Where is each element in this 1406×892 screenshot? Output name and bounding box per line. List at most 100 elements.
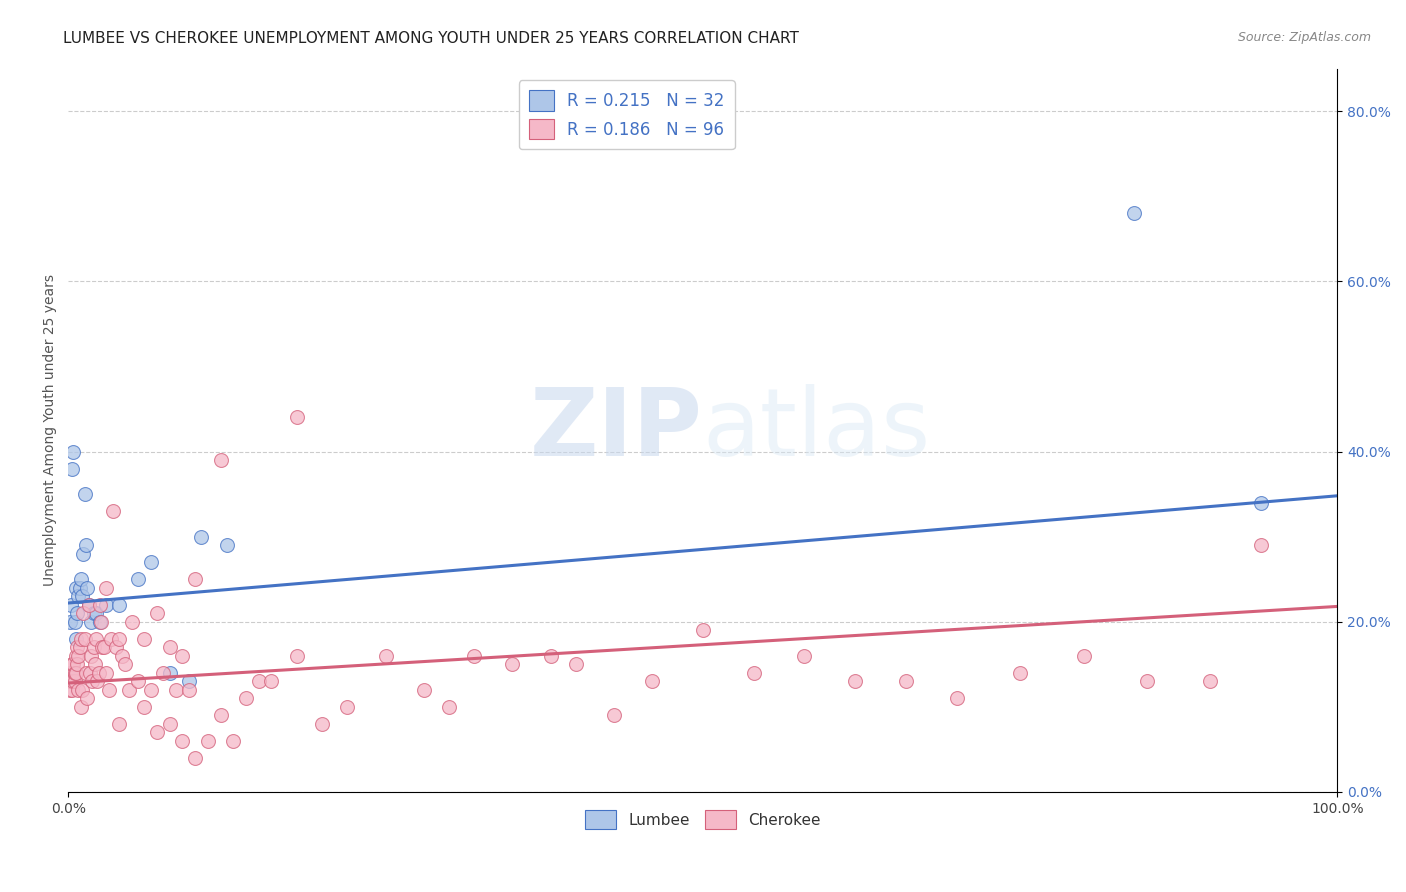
Point: [165, 682, 187, 697]
Point: [139, 555, 162, 569]
Point: [692, 624, 714, 638]
Point: [89, 598, 111, 612]
Point: [108, 632, 131, 646]
Point: [65, 581, 87, 595]
Point: [69, 640, 91, 655]
Point: [209, 708, 232, 723]
Point: [247, 674, 270, 689]
Point: [70, 699, 93, 714]
Point: [70, 682, 93, 697]
Point: [101, 504, 124, 518]
Point: [463, 648, 485, 663]
Point: [1250, 495, 1272, 509]
Point: [285, 410, 308, 425]
Point: [75, 665, 97, 680]
Point: [75, 538, 97, 552]
Point: [110, 648, 132, 663]
Point: [114, 657, 136, 672]
Point: [66, 640, 89, 655]
Point: [89, 615, 111, 629]
Point: [1250, 538, 1272, 552]
Point: [84, 606, 107, 620]
Point: [311, 717, 333, 731]
Point: [172, 648, 194, 663]
Point: [108, 717, 131, 731]
Point: [641, 674, 664, 689]
Point: [121, 615, 143, 629]
Point: [66, 657, 89, 672]
Point: [70, 572, 93, 586]
Point: [172, 734, 194, 748]
Point: [60, 665, 83, 680]
Point: [73, 487, 96, 501]
Text: LUMBEE VS CHEROKEE UNEMPLOYMENT AMONG YOUTH UNDER 25 YEARS CORRELATION CHART: LUMBEE VS CHEROKEE UNEMPLOYMENT AMONG YO…: [63, 31, 799, 46]
Point: [1123, 206, 1146, 220]
Point: [437, 699, 460, 714]
Point: [65, 632, 87, 646]
Point: [197, 734, 219, 748]
Point: [146, 725, 169, 739]
Point: [73, 632, 96, 646]
Point: [105, 640, 128, 655]
Point: [127, 572, 149, 586]
Point: [894, 674, 917, 689]
Point: [108, 598, 131, 612]
Point: [336, 699, 359, 714]
Point: [83, 657, 105, 672]
Point: [87, 665, 110, 680]
Point: [86, 674, 108, 689]
Point: [67, 648, 90, 663]
Point: [60, 657, 83, 672]
Point: [67, 682, 90, 697]
Point: [742, 665, 765, 680]
Point: [62, 674, 84, 689]
Point: [69, 581, 91, 595]
Point: [118, 682, 141, 697]
Point: [540, 648, 562, 663]
Point: [70, 632, 93, 646]
Point: [80, 648, 103, 663]
Point: [62, 444, 84, 458]
Point: [177, 674, 200, 689]
Point: [63, 615, 86, 629]
Point: [67, 589, 90, 603]
Point: [177, 682, 200, 697]
Y-axis label: Unemployment Among Youth under 25 years: Unemployment Among Youth under 25 years: [44, 274, 58, 586]
Point: [60, 461, 83, 475]
Point: [844, 674, 866, 689]
Point: [72, 547, 94, 561]
Point: [59, 598, 82, 612]
Point: [96, 581, 118, 595]
Point: [603, 708, 626, 723]
Point: [184, 572, 207, 586]
Point: [565, 657, 588, 672]
Point: [63, 665, 86, 680]
Text: atlas: atlas: [703, 384, 931, 476]
Point: [77, 598, 100, 612]
Point: [793, 648, 815, 663]
Point: [96, 598, 118, 612]
Point: [285, 648, 308, 663]
Point: [501, 657, 523, 672]
Point: [374, 648, 396, 663]
Point: [65, 665, 87, 680]
Point: [80, 615, 103, 629]
Point: [59, 665, 82, 680]
Point: [1136, 674, 1159, 689]
Point: [152, 665, 174, 680]
Point: [79, 665, 101, 680]
Point: [215, 538, 238, 552]
Point: [58, 665, 80, 680]
Point: [90, 615, 112, 629]
Point: [100, 632, 122, 646]
Text: ZIP: ZIP: [530, 384, 703, 476]
Point: [82, 674, 104, 689]
Point: [76, 581, 98, 595]
Legend: Lumbee, Cherokee: Lumbee, Cherokee: [579, 804, 827, 835]
Point: [60, 682, 83, 697]
Point: [146, 606, 169, 620]
Point: [72, 606, 94, 620]
Point: [70, 589, 93, 603]
Point: [77, 598, 100, 612]
Point: [66, 606, 89, 620]
